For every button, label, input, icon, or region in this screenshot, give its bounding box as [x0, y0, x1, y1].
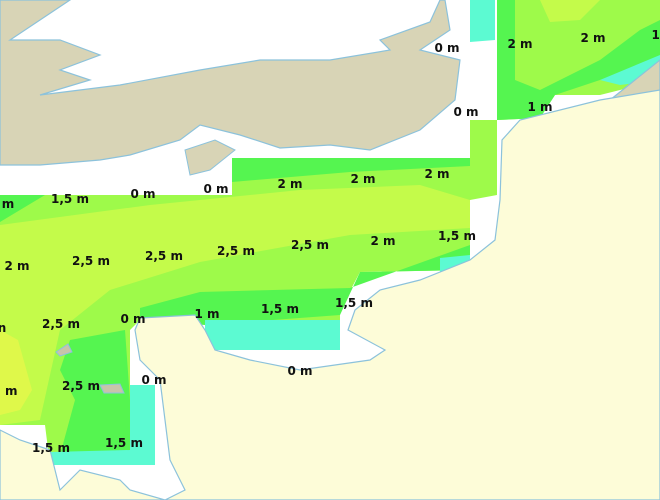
wave-label: 2,5 m [72, 254, 110, 268]
wave-label: 1,5 m [335, 296, 373, 310]
wave-zone-0-1m-west [50, 385, 155, 465]
wave-label: 0 m [203, 182, 229, 196]
wave-label: 1,5 m [105, 436, 143, 450]
wave-label: 2,5 m [291, 238, 329, 252]
wave-label: 2 m [350, 172, 376, 186]
wave-label: 1 m [194, 307, 220, 321]
wave-zone-0-1m-cotentin [205, 320, 340, 350]
wave-zone-2-5m-ne [540, 0, 600, 22]
wave-label: 1 m [527, 100, 553, 114]
wave-label: 0 m [434, 41, 460, 55]
wave-label: 0 m [130, 187, 156, 201]
wave-label: 2,5 m [145, 249, 183, 263]
wave-label: 2 m [277, 177, 303, 191]
wave-zone-1-5m-ne [497, 0, 660, 120]
wave-zone-0-1m-ne [470, 0, 495, 42]
wave-label: 0 m [141, 373, 167, 387]
wave-zone-1-5m-left [0, 195, 45, 222]
wave-label: 2,5 m [42, 317, 80, 331]
wave-label: 0 m [453, 105, 479, 119]
wave-label: 1, [651, 28, 660, 42]
wave-label: 2 m [580, 31, 606, 45]
wave-label: n [0, 321, 7, 335]
land-thames-island [184, 139, 236, 176]
island-guernsey [55, 343, 73, 357]
wave-label: 2,5 m [62, 379, 100, 393]
wave-label: m [1, 197, 15, 211]
wave-zone-2-5m [0, 185, 470, 425]
wave-label: 2 m [424, 167, 450, 181]
wave-label: 0 m [120, 312, 146, 326]
wave-label: 2 m [4, 259, 30, 273]
wave-zone-1-5m-south [140, 245, 470, 325]
wave-label: 1,5 m [32, 441, 70, 455]
wave-label: 0 m [287, 364, 313, 378]
wave-label: 1,5 m [51, 192, 89, 206]
wave-label: 3 m [0, 384, 18, 398]
wave-label: 2,5 m [217, 244, 255, 258]
wave-zone-3m [0, 330, 32, 415]
land-france [0, 89, 660, 500]
land-england [0, 0, 461, 166]
wave-label: 2 m [507, 37, 533, 51]
wave-label: 1,5 m [261, 302, 299, 316]
wave-label: 1,5 m [438, 229, 476, 243]
wave-zone-1-5m-top [232, 158, 470, 182]
wave-label: 2 m [370, 234, 396, 248]
island-jersey [99, 383, 125, 394]
